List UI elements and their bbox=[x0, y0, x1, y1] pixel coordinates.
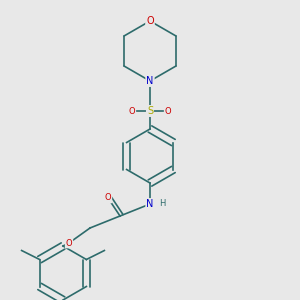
Text: S: S bbox=[147, 106, 153, 116]
Text: N: N bbox=[146, 199, 154, 209]
Text: O: O bbox=[129, 106, 135, 116]
Text: O: O bbox=[105, 194, 111, 202]
Text: O: O bbox=[66, 238, 72, 247]
Text: O: O bbox=[165, 106, 171, 116]
Text: N: N bbox=[146, 76, 154, 86]
Text: H: H bbox=[159, 200, 165, 208]
Text: O: O bbox=[146, 16, 154, 26]
